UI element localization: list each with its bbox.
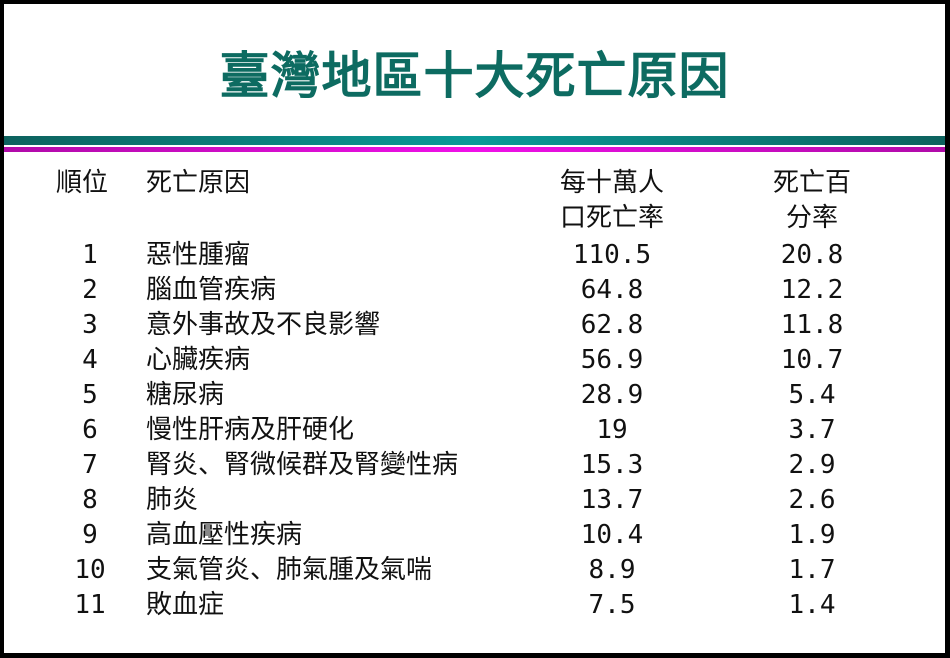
rank-cell: 8 — [82, 485, 98, 515]
pct-cell: 2.9 — [788, 450, 836, 480]
rate-cell: 19 — [596, 415, 628, 445]
cause-cell: 糖尿病 — [146, 380, 225, 410]
rate-cell: 8.9 — [588, 555, 636, 585]
rate-cell: 15.3 — [580, 450, 644, 480]
magenta-divider — [4, 147, 945, 152]
cause-cell: 支氣管炎、肺氣腫及氣喘 — [146, 555, 433, 585]
header-rate-line1: 每十萬人 — [559, 168, 664, 198]
table-row: 9 高血壓性疾病 10.4 1.9 — [4, 518, 945, 553]
rank-cell: 3 — [82, 310, 98, 340]
pct-cell: 1.9 — [788, 520, 836, 550]
rank-cell: 2 — [82, 275, 98, 305]
slide-title: 臺灣地區十大死亡原因 — [219, 47, 730, 105]
rank-cell: 7 — [82, 450, 98, 480]
rank-cell: 9 — [82, 520, 98, 550]
table-row: 8 肺炎 13.7 2.6 — [4, 483, 945, 518]
header-rank: 順位 — [56, 168, 109, 198]
table-row: 5 糖尿病 28.9 5.4 — [4, 378, 945, 413]
cause-cell: 肺炎 — [146, 485, 199, 515]
cause-cell: 腦血管疾病 — [146, 275, 277, 305]
cause-cell: 意外事故及不良影響 — [146, 310, 381, 340]
rate-cell: 56.9 — [580, 345, 644, 375]
cause-cell: 惡性腫瘤 — [146, 240, 251, 270]
rank-cell: 1 — [82, 240, 98, 270]
table-row: 2 腦血管疾病 64.8 12.2 — [4, 273, 945, 308]
rate-cell: 7.5 — [588, 590, 636, 620]
table-row: 6 慢性肝病及肝硬化 19 3.7 — [4, 413, 945, 448]
header-rate-line2: 口死亡率 — [559, 203, 664, 233]
rate-cell: 28.9 — [580, 380, 644, 410]
rank-cell: 6 — [82, 415, 98, 445]
cause-cell: 心臟疾病 — [146, 345, 251, 375]
cause-cell: 慢性肝病及肝硬化 — [146, 415, 355, 445]
rank-cell: 10 — [74, 555, 106, 585]
table-row: 10 支氣管炎、肺氣腫及氣喘 8.9 1.7 — [4, 553, 945, 588]
rate-cell: 62.8 — [580, 310, 644, 340]
rate-cell: 110.5 — [572, 240, 652, 270]
pct-cell: 20.8 — [780, 240, 844, 270]
header-pct-line2: 分率 — [785, 203, 838, 233]
pct-cell: 1.7 — [788, 555, 836, 585]
rank-cell: 4 — [82, 345, 98, 375]
pct-cell: 2.6 — [788, 485, 836, 515]
cause-cell: 高血壓性疾病 — [146, 520, 303, 550]
table-row: 4 心臟疾病 56.9 10.7 — [4, 343, 945, 378]
table-row: 11 敗血症 7.5 1.4 — [4, 588, 945, 623]
table-row: 1 惡性腫瘤 110.5 20.8 — [4, 238, 945, 273]
pct-cell: 12.2 — [780, 275, 844, 305]
rank-cell: 11 — [74, 590, 106, 620]
header-pct-line1: 死亡百 — [772, 168, 851, 198]
teal-divider — [4, 136, 945, 145]
cause-cell: 敗血症 — [146, 590, 225, 620]
cause-cell: 腎炎、腎微候群及腎變性病 — [146, 450, 459, 480]
header-cause: 死亡原因 — [146, 168, 251, 198]
table-row: 3 意外事故及不良影響 62.8 11.8 — [4, 308, 945, 343]
pct-cell: 3.7 — [788, 415, 836, 445]
slide: 臺灣地區十大死亡原因 順位 死亡原因 每十萬人 口死亡率 死亡百 分率 1 惡性… — [4, 4, 945, 653]
pct-cell: 11.8 — [780, 310, 844, 340]
pct-cell: 1.4 — [788, 590, 836, 620]
pct-cell: 10.7 — [780, 345, 844, 375]
pct-cell: 5.4 — [788, 380, 836, 410]
table-row: 7 腎炎、腎微候群及腎變性病 15.3 2.9 — [4, 448, 945, 483]
rate-cell: 64.8 — [580, 275, 644, 305]
rate-cell: 13.7 — [580, 485, 644, 515]
rank-cell: 5 — [82, 380, 98, 410]
rate-cell: 10.4 — [580, 520, 644, 550]
